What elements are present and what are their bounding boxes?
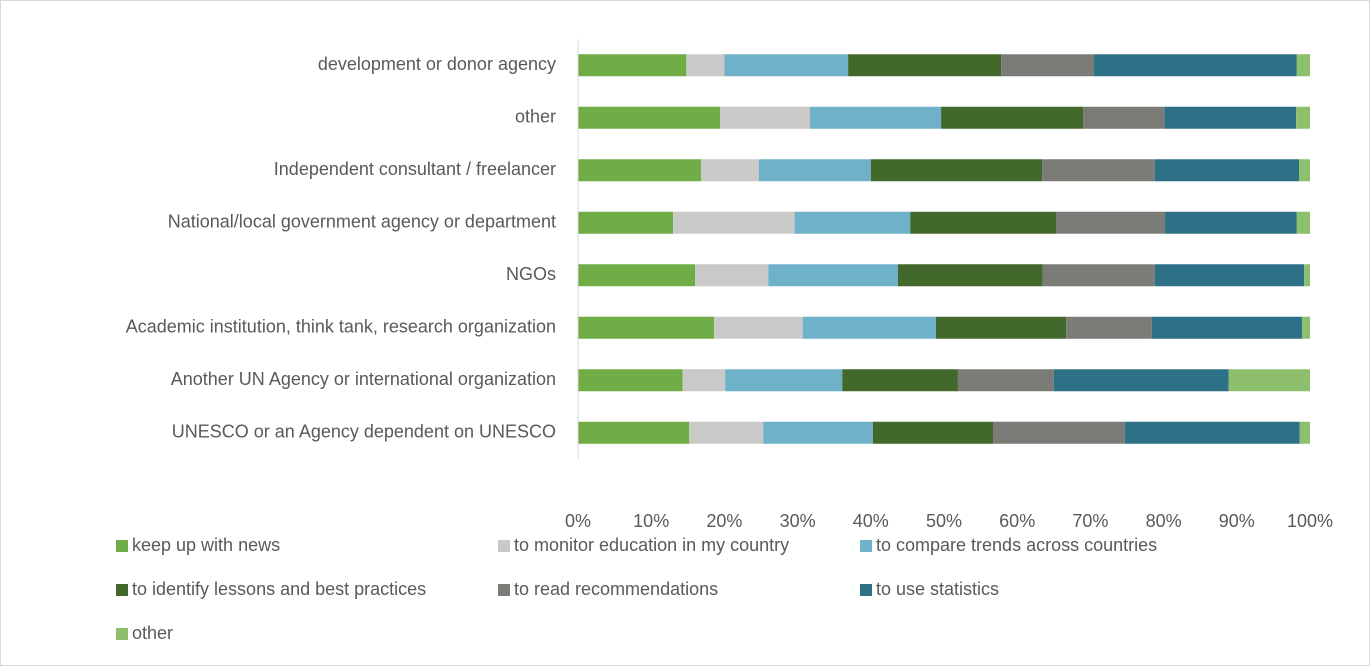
bar-segment [897,264,1043,287]
bar-segment [686,54,725,77]
bar-segment [957,369,1054,392]
bar-segment [578,211,674,234]
bar-segment [682,369,726,392]
bar-segment [802,316,936,339]
bar-segment [935,316,1067,339]
x-tick-label: 100% [1287,511,1333,531]
bar-segment [763,421,873,444]
bar-segment [1083,106,1165,129]
bar-segment [941,106,1084,129]
bar-segment [578,316,715,339]
bar-segment [993,421,1125,444]
bar-segment [1154,159,1300,182]
bar-segment [578,106,721,129]
legend-swatch [116,540,128,552]
legend-label: to use statistics [876,579,999,599]
x-tick-label: 30% [780,511,816,531]
bar-segment [848,54,1002,77]
bar-segment [1304,264,1310,287]
bar-segment [1296,106,1310,129]
x-tick-label: 60% [999,511,1035,531]
y-tick-label: National/local government agency or depa… [168,212,556,232]
bar-segment [1053,369,1229,392]
bar-segment [578,54,687,77]
legend-label: to read recommendations [514,579,718,599]
legend-swatch [498,584,510,596]
bar-segment [725,369,843,392]
bar-segment [910,211,1056,234]
x-tick-label: 20% [706,511,742,531]
legend-label: to identify lessons and best practices [132,579,426,599]
bar-segment [700,159,759,182]
bar-segment [1164,106,1297,129]
x-tick-label: 80% [1146,511,1182,531]
bar-segment [578,369,683,392]
bar-segment [1299,421,1310,444]
bar-segment [810,106,942,129]
y-tick-label: other [515,107,556,127]
bar-segment [1124,421,1300,444]
bar-segment [1296,211,1310,234]
bar-segment [1296,54,1310,77]
bar-segment [1165,211,1297,234]
bar-segment [1001,54,1095,77]
legend-label: other [132,623,173,643]
legend-label: keep up with news [132,535,280,555]
bar-segment [578,159,701,182]
legend-label: to compare trends across countries [876,535,1157,555]
bar-segment [872,421,994,444]
bar-segment [714,316,803,339]
bar-segment [1151,316,1302,339]
legend-label: to monitor education in my country [514,535,789,555]
legend-swatch [498,540,510,552]
bar-segment [720,106,811,129]
x-tick-label: 40% [853,511,889,531]
bar-segment [794,211,911,234]
x-tick-label: 10% [633,511,669,531]
bar-segment [1042,264,1155,287]
y-tick-label: development or donor agency [318,54,556,74]
bar-segment [1094,54,1297,77]
legend-swatch [860,540,872,552]
bar-segment [578,264,696,287]
y-tick-label: Independent consultant / freelancer [274,159,556,179]
x-tick-label: 50% [926,511,962,531]
y-tick-label: Another UN Agency or international organ… [171,369,556,389]
bar-segment [578,421,690,444]
y-tick-label: NGOs [506,264,556,284]
y-tick-label: UNESCO or an Agency dependent on UNESCO [172,422,556,442]
bar-segment [1055,211,1166,234]
y-tick-label: Academic institution, think tank, resear… [126,317,556,337]
bar-segment [673,211,795,234]
legend-swatch [116,584,128,596]
bar-segment [695,264,769,287]
bar-segment [842,369,958,392]
bar-segment [768,264,898,287]
bar-segment [1042,159,1155,182]
bar-segment [1066,316,1152,339]
bar-segment [1301,316,1310,339]
bar-segment [870,159,1043,182]
bar-segment [1228,369,1310,392]
x-tick-label: 90% [1219,511,1255,531]
bar-segment [724,54,849,77]
legend-swatch [860,584,872,596]
legend-swatch [116,628,128,640]
bar-segment [758,159,871,182]
bar-segment [1299,159,1310,182]
x-tick-label: 0% [565,511,591,531]
bar-segment [1154,264,1305,287]
x-tick-label: 70% [1072,511,1108,531]
bar-segment [689,421,764,444]
